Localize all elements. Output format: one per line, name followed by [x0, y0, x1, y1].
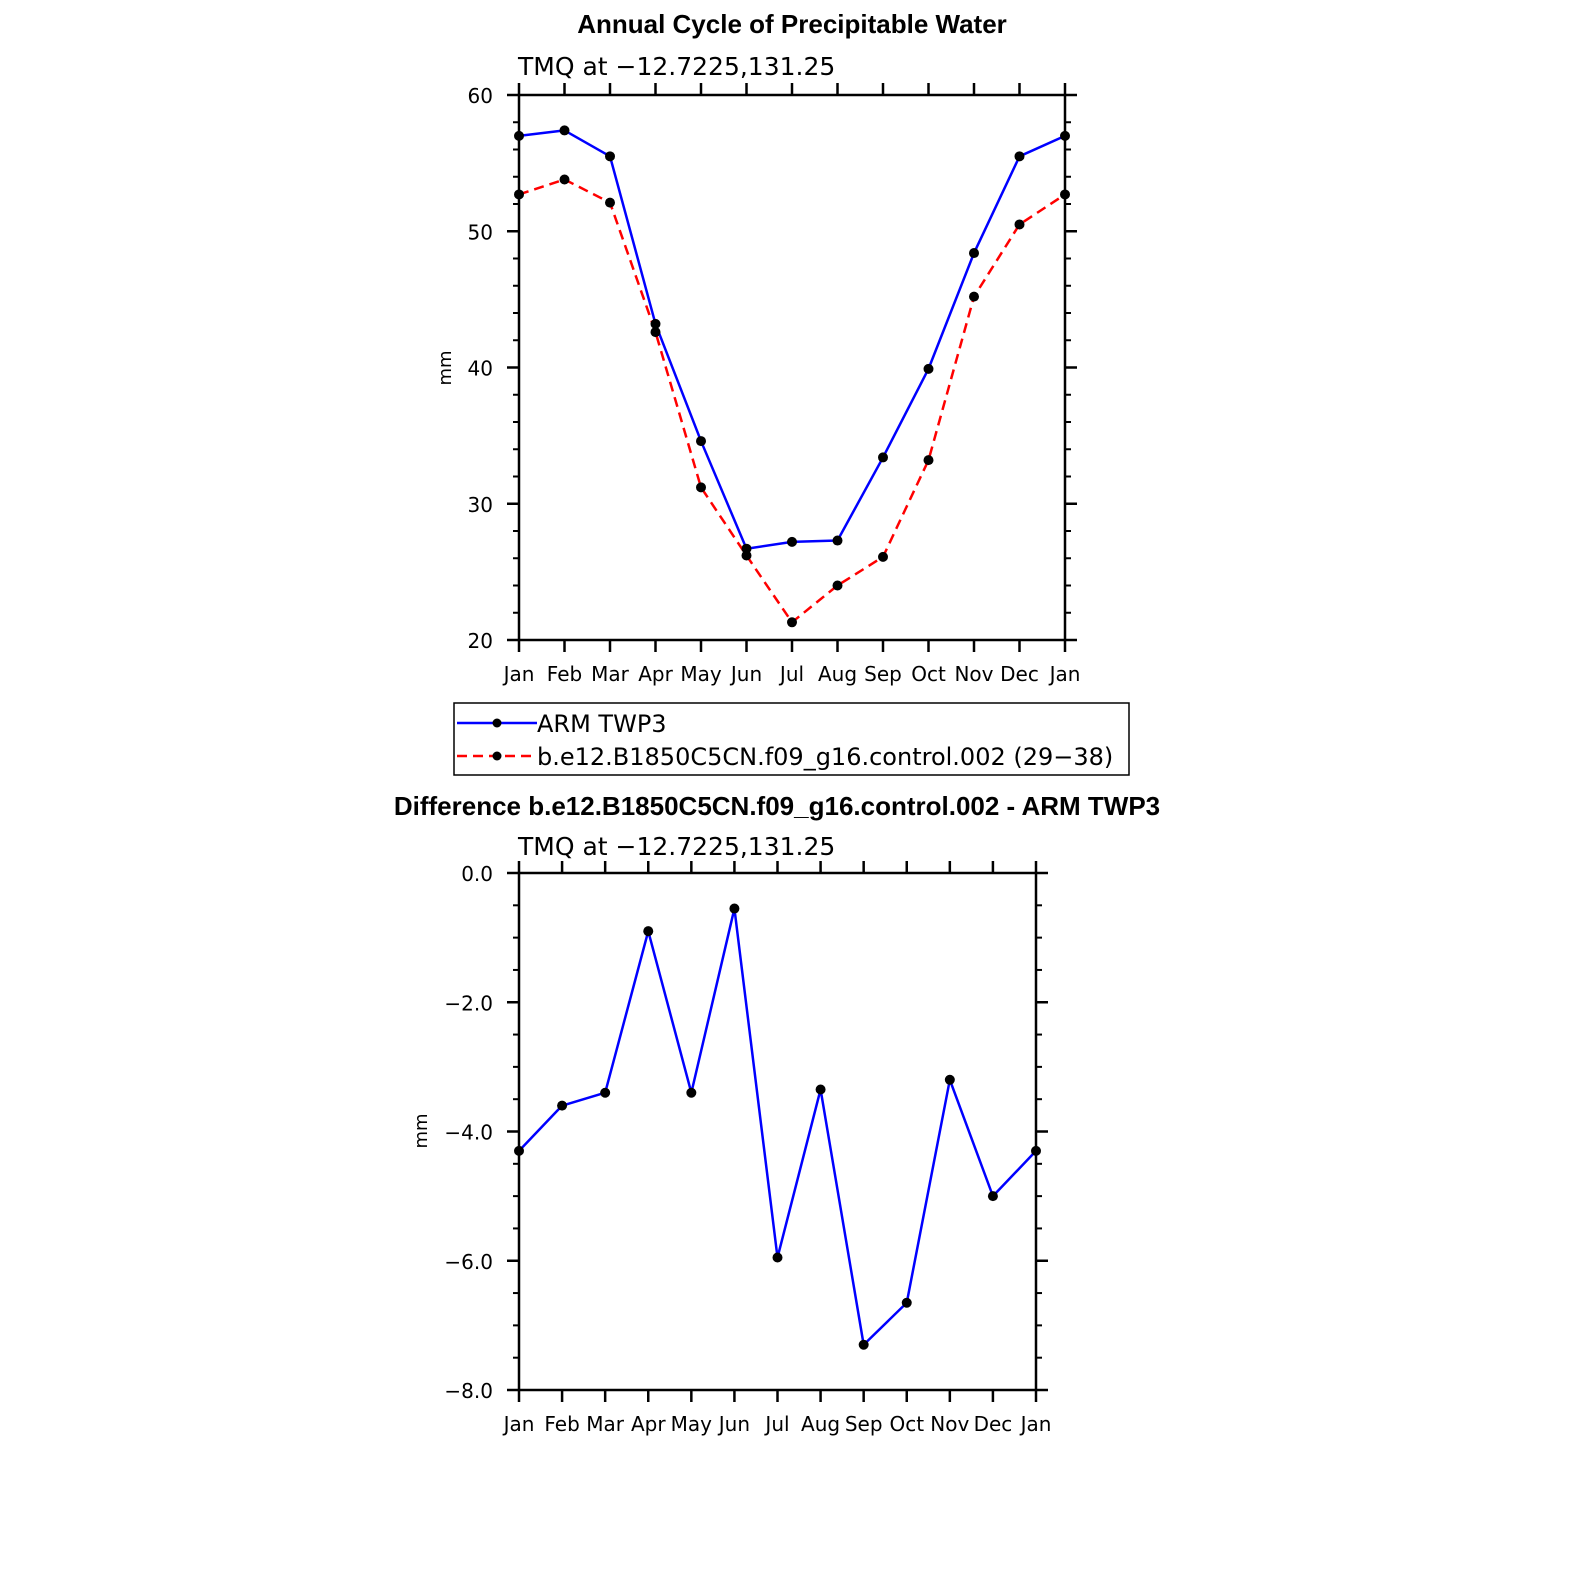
difference-series-0-point	[815, 1084, 826, 1095]
annual-cycle-series-1-point	[605, 197, 615, 208]
annual-cycle-series-0-point	[923, 363, 934, 374]
annual-cycle-series-0-point	[969, 248, 979, 259]
difference-series-0-point	[858, 1339, 869, 1350]
difference-y-axis-label: mm	[411, 1113, 432, 1148]
annual-cycle-series-1-point	[1014, 219, 1025, 230]
annual-cycle-subtitle: TMQ at −12.7225,131.25	[517, 52, 835, 81]
difference-x-tick-label: Apr	[631, 1412, 666, 1436]
annual-cycle-series-0-point	[650, 318, 661, 329]
annual-cycle-x-tick-label: Apr	[638, 662, 673, 686]
annual-cycle-series-0-point	[832, 535, 843, 546]
legend-box	[453, 702, 1130, 776]
annual-cycle-x-tick-label: Jul	[778, 662, 804, 686]
difference-x-tick-label: Jan	[502, 1412, 535, 1436]
annual-cycle-x-tick-label: Dec	[1000, 662, 1039, 686]
difference-series-0-point	[686, 1087, 697, 1098]
annual-cycle-series-0-line	[518, 129, 1066, 550]
annual-cycle-x-tick-label: Sep	[864, 662, 902, 686]
difference-series-0-point	[1031, 1145, 1041, 1156]
difference-series-0-point	[987, 1191, 998, 1202]
annual-cycle-axes: Jan Feb Mar Apr May Jun Jul Aug Sep Oct Nov Dec Jan 2…	[468, 83, 1081, 686]
annual-cycle-x-tick-label: Jun	[729, 662, 762, 686]
annual-cycle-x-tick-label: Jan	[502, 662, 535, 686]
annual-cycle-series-0-point	[1014, 151, 1025, 162]
difference-x-tick-label: May	[671, 1412, 713, 1436]
annual-cycle-series-1-point	[923, 455, 934, 466]
difference-series-0-point	[729, 903, 740, 914]
annual-cycle-series-1-point	[559, 174, 570, 185]
difference-series-0-line	[518, 907, 1037, 1347]
annual-cycle-plot-frame	[517, 93, 1067, 642]
difference-plot-frame	[517, 871, 1038, 1392]
difference-series-0-point	[944, 1074, 955, 1085]
annual-cycle-x-tick-label: Aug	[818, 662, 857, 686]
annual-cycle-series-1-point	[787, 617, 797, 628]
difference-axes: Jan Feb Mar Apr May Jun Jul Aug Sep Oct Nov Dec Jan−…	[444, 861, 1051, 1436]
annual-cycle-y-tick-label: 60	[468, 84, 493, 108]
annual-cycle-series-1-point	[650, 327, 661, 338]
difference-x-tick-label: Oct	[889, 1412, 924, 1436]
annual-cycle-series-0-point	[605, 151, 615, 162]
annual-cycle-x-tick-label: Jan	[1048, 662, 1081, 686]
annual-cycle-y-tick-label: 40	[468, 357, 493, 381]
difference-y-tick-label: 0.0	[461, 862, 493, 886]
difference-series	[514, 903, 1041, 1350]
difference-x-tick-label: Jul	[763, 1412, 789, 1436]
annual-cycle-series-0-point	[1060, 130, 1070, 141]
legend-obs-label: ARM TWP3	[537, 710, 667, 738]
annual-cycle-series-1-line	[518, 178, 1066, 624]
annual-cycle-series-1-point	[741, 550, 752, 561]
annual-cycle-x-tick-label: Oct	[911, 662, 946, 686]
annual-cycle-series-1-point	[832, 580, 843, 591]
difference-x-tick-label: Nov	[930, 1412, 969, 1436]
annual-cycle-series-1-point	[878, 551, 888, 562]
annual-cycle-series-1-point	[514, 189, 524, 200]
difference-series-0-point	[772, 1252, 783, 1263]
difference-series-0-point	[557, 1100, 568, 1111]
difference-series-0-point	[514, 1145, 524, 1156]
legend: ARM TWP3 b.e12.B1850C5CN.f09_g16.control…	[453, 702, 1130, 776]
difference-series-0-point	[901, 1297, 912, 1308]
difference-series-0-point	[600, 1087, 611, 1098]
difference-x-tick-label: Mar	[586, 1412, 625, 1436]
annual-cycle-y-tick-label: 50	[468, 220, 493, 244]
annual-cycle-series-0-point	[878, 452, 888, 463]
difference-title: Difference b.e12.B1850C5CN.f09_g16.contr…	[394, 791, 1160, 821]
annual-cycle-x-tick-label: May	[680, 662, 722, 686]
annual-cycle-series-0-point	[514, 130, 524, 141]
legend-model-label: b.e12.B1850C5CN.f09_g16.control.002 (29−…	[537, 743, 1113, 771]
difference-y-tick-label: −8.0	[444, 1379, 493, 1403]
annual-cycle-x-tick-label: Mar	[591, 662, 630, 686]
difference-x-tick-label: Dec	[974, 1412, 1013, 1436]
annual-cycle-series-1-point	[1060, 189, 1070, 200]
legend-obs-marker	[492, 718, 502, 728]
annual-cycle-series-0-point	[559, 125, 570, 136]
difference-y-tick-label: −6.0	[444, 1250, 493, 1274]
difference-x-tick-label: Sep	[845, 1412, 883, 1436]
difference-x-tick-label: Feb	[544, 1412, 579, 1436]
annual-cycle-chart: Annual Cycle of Precipitable Water TMQ a…	[435, 9, 1080, 686]
difference-subtitle: TMQ at −12.7225,131.25	[517, 832, 835, 861]
annual-cycle-series-1-point	[696, 482, 706, 493]
annual-cycle-series-0-point	[696, 436, 706, 447]
annual-cycle-title: Annual Cycle of Precipitable Water	[577, 9, 1007, 39]
difference-chart: Difference b.e12.B1850C5CN.f09_g16.contr…	[394, 791, 1160, 1436]
annual-cycle-x-tick-label: Feb	[547, 662, 582, 686]
difference-y-tick-label: −4.0	[444, 1121, 493, 1145]
difference-x-tick-label: Jan	[1019, 1412, 1052, 1436]
difference-series-0-point	[643, 926, 654, 937]
annual-cycle-x-tick-label: Nov	[954, 662, 993, 686]
difference-y-tick-label: −2.0	[444, 991, 493, 1015]
annual-cycle-y-tick-label: 30	[468, 493, 493, 517]
annual-cycle-series-1-point	[969, 291, 979, 302]
annual-cycle-series-0-point	[787, 536, 797, 547]
legend-model-marker	[492, 751, 502, 761]
difference-x-tick-label: Jun	[717, 1412, 750, 1436]
difference-x-tick-label: Aug	[801, 1412, 840, 1436]
annual-cycle-y-axis-label: mm	[435, 350, 456, 385]
annual-cycle-series	[514, 125, 1070, 628]
annual-cycle-y-tick-label: 20	[468, 629, 493, 653]
